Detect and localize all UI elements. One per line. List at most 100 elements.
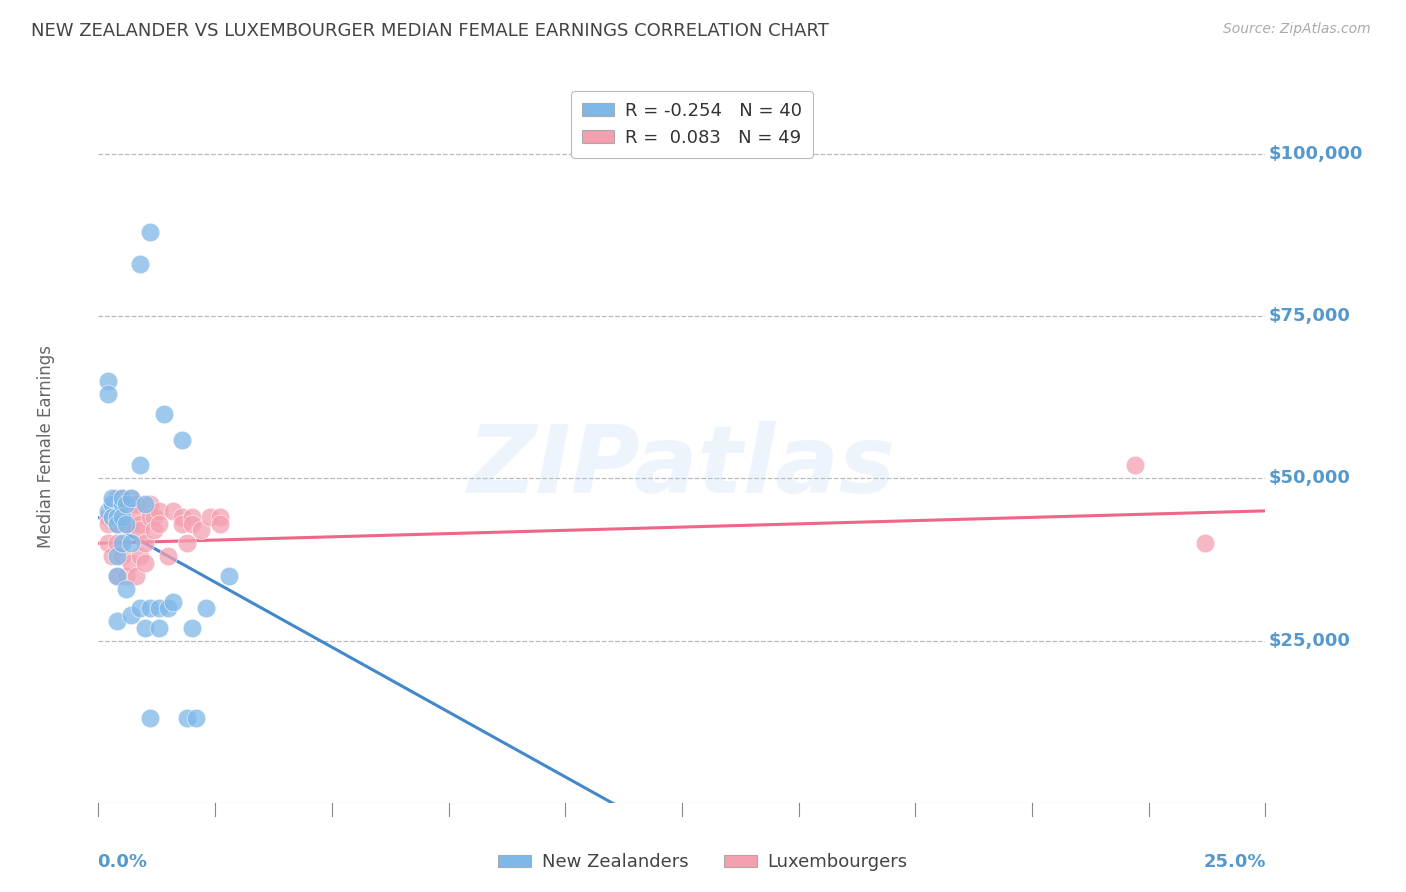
Point [120, 536, 142, 550]
Text: Median Female Earnings: Median Female Earnings [37, 344, 55, 548]
Point [139, 711, 162, 725]
Point [162, 504, 184, 518]
Point [115, 497, 138, 511]
Point [172, 516, 194, 531]
Point [134, 621, 156, 635]
Point [172, 510, 194, 524]
Point [134, 556, 156, 570]
Text: $25,000: $25,000 [1268, 632, 1351, 649]
Point [101, 510, 124, 524]
Point [97, 516, 120, 531]
Point [190, 524, 212, 538]
Point [105, 549, 128, 564]
Point [111, 491, 134, 505]
Point [125, 568, 148, 582]
Point [97, 374, 120, 388]
Point [105, 568, 128, 582]
Point [115, 516, 138, 531]
Point [139, 510, 162, 524]
Text: 25.0%: 25.0% [1204, 853, 1267, 871]
Point [101, 497, 124, 511]
Text: ZIPatlas: ZIPatlas [468, 421, 896, 514]
Legend: New Zealanders, Luxembourgers: New Zealanders, Luxembourgers [491, 847, 915, 879]
Point [148, 504, 170, 518]
Point [105, 516, 128, 531]
Point [129, 549, 152, 564]
Point [111, 504, 134, 518]
Point [120, 491, 142, 505]
Point [120, 607, 142, 622]
Point [105, 568, 128, 582]
Point [111, 549, 134, 564]
Point [139, 601, 162, 615]
Point [162, 595, 184, 609]
Point [105, 510, 128, 524]
Point [208, 510, 231, 524]
Point [148, 601, 170, 615]
Point [97, 387, 120, 401]
Point [105, 614, 128, 628]
Point [125, 504, 148, 518]
Legend: R = -0.254   N = 40, R =  0.083   N = 49: R = -0.254 N = 40, R = 0.083 N = 49 [571, 91, 813, 158]
Text: $100,000: $100,000 [1268, 145, 1364, 163]
Text: 0.0%: 0.0% [97, 853, 148, 871]
Point [194, 601, 217, 615]
Point [218, 568, 240, 582]
Point [180, 621, 202, 635]
Point [152, 407, 174, 421]
Text: $75,000: $75,000 [1268, 307, 1351, 326]
Point [111, 497, 134, 511]
Point [1123, 458, 1146, 473]
Point [129, 257, 152, 271]
Point [176, 536, 198, 550]
Point [101, 549, 124, 564]
Point [111, 536, 134, 550]
Point [111, 491, 134, 505]
Point [101, 497, 124, 511]
Point [172, 433, 194, 447]
Point [115, 516, 138, 531]
Point [148, 516, 170, 531]
Point [148, 621, 170, 635]
Point [120, 516, 142, 531]
Point [157, 601, 180, 615]
Point [125, 497, 148, 511]
Point [143, 524, 166, 538]
Point [180, 516, 202, 531]
Point [115, 582, 138, 596]
Point [208, 516, 231, 531]
Point [111, 516, 134, 531]
Point [186, 711, 208, 725]
Point [97, 536, 120, 550]
Point [143, 510, 166, 524]
Point [139, 225, 162, 239]
Point [105, 536, 128, 550]
Point [200, 510, 222, 524]
Point [97, 510, 120, 524]
Point [134, 497, 156, 511]
Text: $50,000: $50,000 [1268, 469, 1351, 487]
Point [101, 510, 124, 524]
Point [134, 536, 156, 550]
Point [129, 524, 152, 538]
Point [105, 516, 128, 531]
Point [176, 711, 198, 725]
Point [129, 458, 152, 473]
Point [1194, 536, 1216, 550]
Point [111, 510, 134, 524]
Text: Source: ZipAtlas.com: Source: ZipAtlas.com [1223, 22, 1371, 37]
Point [157, 549, 180, 564]
Point [129, 601, 152, 615]
Point [129, 516, 152, 531]
Point [115, 497, 138, 511]
Point [105, 491, 128, 505]
Point [120, 497, 142, 511]
Point [139, 497, 162, 511]
Point [120, 491, 142, 505]
Point [105, 510, 128, 524]
Point [180, 510, 202, 524]
Point [120, 556, 142, 570]
Text: NEW ZEALANDER VS LUXEMBOURGER MEDIAN FEMALE EARNINGS CORRELATION CHART: NEW ZEALANDER VS LUXEMBOURGER MEDIAN FEM… [31, 22, 828, 40]
Point [101, 491, 124, 505]
Point [115, 568, 138, 582]
